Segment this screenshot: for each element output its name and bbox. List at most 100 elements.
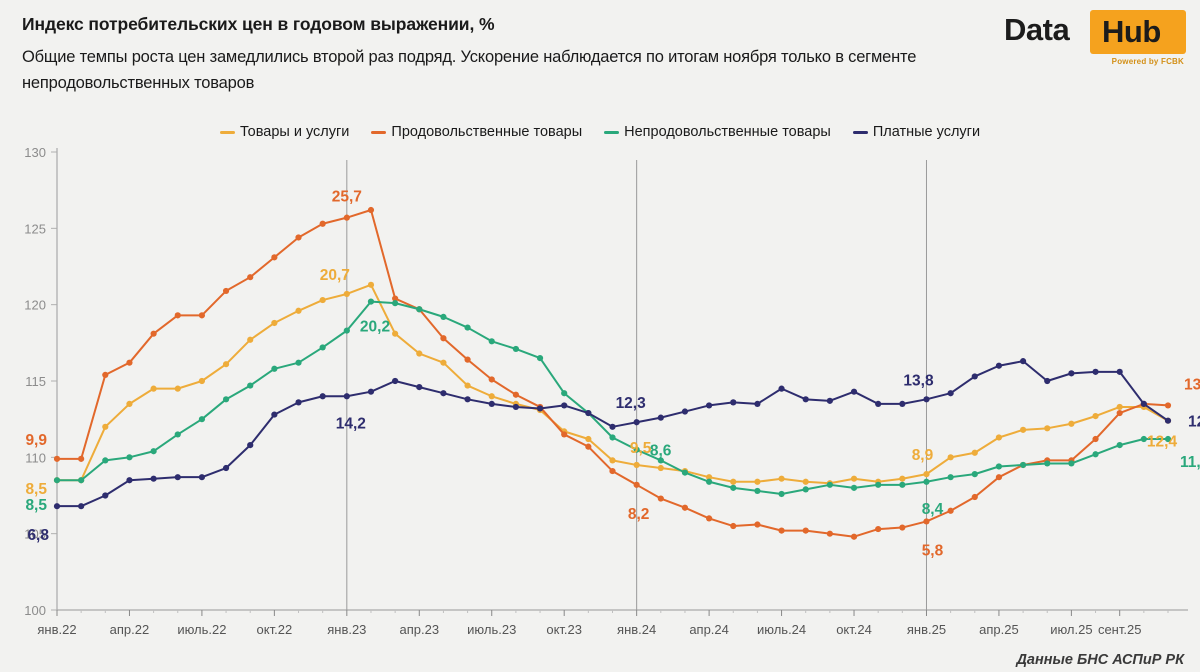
series-point: [778, 385, 785, 392]
data-label: 25,7: [332, 189, 362, 206]
series-point: [271, 365, 278, 372]
series-point: [1044, 460, 1051, 467]
series-point: [706, 478, 713, 485]
series-point: [802, 396, 809, 403]
series-point: [416, 350, 423, 357]
series-point: [875, 400, 882, 407]
series-point: [633, 461, 640, 469]
x-axis-tick-label: янв.24: [617, 622, 656, 637]
series-point: [488, 338, 495, 345]
series-point: [1140, 435, 1147, 443]
legend-item-2[interactable]: Продовольственные товары: [371, 124, 582, 140]
series-point: [392, 377, 399, 385]
series-point: [78, 503, 85, 510]
series-point: [730, 399, 737, 406]
series-point: [247, 274, 254, 281]
series-point: [222, 287, 230, 295]
page-subtitle: Общие темпы роста цен замедлились второй…: [22, 48, 917, 92]
series-point: [971, 493, 978, 501]
legend-item-3[interactable]: Непродовольственные товары: [604, 124, 831, 140]
x-axis-tick-label: апр.23: [399, 622, 439, 637]
series-point: [754, 478, 761, 485]
series-point: [826, 397, 833, 404]
series-point: [512, 403, 519, 411]
series-point: [150, 385, 157, 392]
series-point: [319, 220, 326, 227]
data-label: 12,4: [1147, 434, 1178, 451]
series-point: [706, 474, 713, 481]
series-point: [923, 396, 930, 403]
series-point: [150, 330, 157, 337]
series-point: [706, 402, 713, 409]
series-point: [995, 474, 1003, 481]
series-point: [681, 469, 689, 476]
series-point: [392, 295, 399, 302]
series-point: [609, 467, 616, 475]
series-point: [657, 414, 664, 421]
data-label: 20,7: [320, 267, 350, 284]
datahub-logo: Data Hub Powered by FCBK: [1004, 10, 1186, 72]
series-point: [1116, 368, 1123, 375]
series-point: [730, 522, 737, 530]
series-point: [343, 214, 350, 221]
series-point: [222, 361, 230, 368]
series-point: [464, 396, 471, 403]
series-point: [174, 431, 181, 438]
series-point: [561, 431, 568, 438]
series-point: [295, 307, 302, 314]
series-point: [778, 527, 785, 534]
series-point: [609, 434, 616, 441]
series-point: [1019, 358, 1027, 365]
x-axis-tick-label: апр.22: [110, 622, 150, 637]
series-point: [1019, 426, 1027, 433]
series-point: [392, 300, 399, 307]
legend-swatch-icon: [371, 130, 387, 134]
series-point: [850, 484, 858, 491]
series-point: [343, 393, 350, 400]
x-axis-tick-label: янв.23: [327, 622, 366, 637]
data-label: 14,2: [336, 415, 366, 432]
series-point: [102, 371, 109, 378]
series-point: [1092, 368, 1099, 375]
series-point: [53, 455, 61, 462]
x-axis-tick-label: июль.24: [757, 622, 806, 637]
source-note: Данные БНС АСПиР РК: [1016, 652, 1184, 668]
series-point: [609, 457, 616, 464]
legend-swatch-icon: [604, 130, 620, 134]
series-point: [802, 486, 809, 493]
series-point: [778, 490, 785, 498]
series-point: [271, 254, 278, 261]
series-point: [126, 359, 133, 366]
legend-item-4[interactable]: Платные услуги: [852, 124, 980, 140]
series-point: [126, 400, 133, 407]
y-axis-tick-label: 125: [24, 221, 46, 236]
series-point: [102, 492, 109, 499]
series-point: [271, 319, 278, 327]
series-point: [947, 454, 954, 461]
series-point: [488, 393, 495, 400]
series-point: [923, 478, 930, 485]
data-label: 9,9: [25, 432, 47, 449]
series-point: [150, 448, 157, 455]
series-point: [1140, 400, 1147, 407]
series-point: [899, 400, 906, 407]
data-label: 5,8: [922, 542, 944, 559]
data-label: 8,5: [25, 481, 47, 498]
series-point: [947, 390, 954, 397]
series-point: [1116, 409, 1123, 417]
series-point: [536, 355, 544, 362]
legend-label: Товары и услуги: [239, 124, 350, 140]
series-point: [971, 471, 978, 478]
series-point: [392, 330, 399, 337]
series-point: [609, 423, 616, 430]
series-point: [440, 335, 447, 342]
series-point: [633, 481, 640, 488]
series-point: [440, 359, 447, 366]
logo-hub-text: Hub: [1102, 14, 1161, 49]
series-point: [198, 416, 206, 423]
data-label: 13,8: [903, 372, 934, 389]
x-axis-tick-label: июл.25: [1050, 622, 1092, 637]
series-point: [247, 442, 254, 449]
series-point: [222, 396, 230, 403]
legend-item-1[interactable]: Товары и услуги: [219, 124, 350, 140]
